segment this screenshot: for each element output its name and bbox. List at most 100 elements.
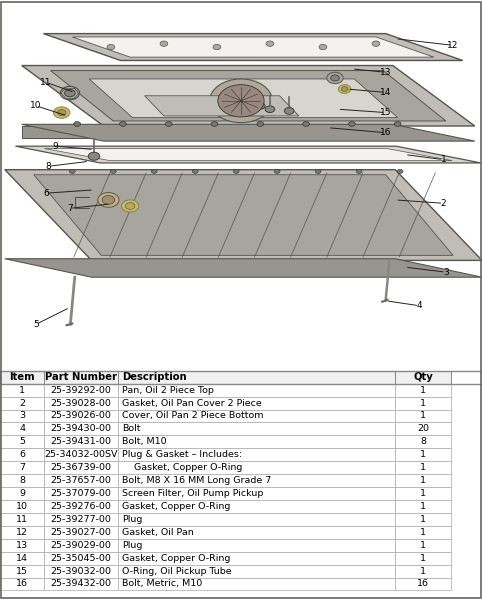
Circle shape [213,44,221,50]
Circle shape [57,110,66,116]
Bar [44,500,118,513]
Circle shape [394,122,401,127]
Text: Pan, Oil 2 Piece Top: Pan, Oil 2 Piece Top [122,386,214,395]
Bar [0,526,44,539]
Bar [0,371,482,383]
Text: 25-39032-00: 25-39032-00 [51,566,112,575]
Text: 1: 1 [420,489,426,498]
Bar [395,436,451,448]
Text: 1: 1 [420,463,426,472]
Polygon shape [89,79,398,118]
Text: 16: 16 [417,580,429,589]
Bar [395,526,451,539]
Bar [395,422,451,436]
Text: 25-35045-00: 25-35045-00 [51,554,112,563]
Circle shape [233,169,239,173]
Circle shape [69,169,75,173]
Bar [0,551,44,565]
Bar [44,513,118,526]
Bar [118,513,395,526]
Text: 8: 8 [19,476,25,485]
Bar [118,410,395,422]
Bar [44,448,118,461]
Text: 25-39276-00: 25-39276-00 [51,502,112,511]
Bar [0,436,44,448]
Text: 8: 8 [45,162,51,171]
Text: 25-39430-00: 25-39430-00 [51,424,112,433]
Circle shape [218,85,264,117]
Text: O-Ring, Oil Pickup Tube: O-Ring, Oil Pickup Tube [122,566,231,575]
Text: 1: 1 [420,566,426,575]
Bar [0,565,44,578]
Text: Gasket, Oil Pan Cover 2 Piece: Gasket, Oil Pan Cover 2 Piece [122,398,262,407]
Circle shape [338,85,351,94]
Text: 14: 14 [16,554,28,563]
Bar [0,422,44,436]
Circle shape [356,169,362,173]
Text: 13: 13 [380,68,391,77]
Circle shape [341,86,348,91]
Bar [0,448,44,461]
Bar [395,551,451,565]
Bar [0,539,44,551]
Text: 2: 2 [19,398,25,407]
Text: 2.   OIL PAN: 2. OIL PAN [6,6,83,19]
Text: Bolt, M10: Bolt, M10 [122,437,167,446]
Bar [0,397,44,410]
Text: 8: 8 [420,437,426,446]
Text: 25-37657-00: 25-37657-00 [51,476,112,485]
Circle shape [319,44,327,50]
Bar [118,551,395,565]
Bar [395,410,451,422]
Bar [118,422,395,436]
Circle shape [65,89,75,97]
Bar [44,422,118,436]
Bar [118,397,395,410]
Bar [118,461,395,474]
Circle shape [120,122,126,127]
Text: 1: 1 [420,541,426,550]
Bar [44,487,118,500]
Bar [44,383,118,397]
Text: Part Number: Part Number [45,372,117,382]
Circle shape [303,122,309,127]
Text: 16: 16 [16,580,28,589]
Bar [395,383,451,397]
Bar [0,500,44,513]
Text: 25-39277-00: 25-39277-00 [51,515,112,524]
Polygon shape [145,96,299,116]
Text: 1: 1 [420,398,426,407]
Text: 10: 10 [16,502,28,511]
Text: Gasket, Copper O-Ring: Gasket, Copper O-Ring [122,554,230,563]
Bar [44,565,118,578]
Bar [44,526,118,539]
Text: 10: 10 [30,101,42,110]
Text: 2: 2 [441,199,446,208]
Text: 1: 1 [441,155,446,164]
Circle shape [165,122,172,127]
Text: 1: 1 [420,554,426,563]
Bar [44,474,118,487]
Text: 20: 20 [417,424,429,433]
Text: 9: 9 [53,142,58,151]
Text: 3: 3 [19,412,25,421]
Bar [0,513,44,526]
Text: 25-39026-00: 25-39026-00 [51,412,112,421]
Text: 25-39292-00: 25-39292-00 [51,386,112,395]
Circle shape [372,41,380,46]
Bar [395,578,451,590]
Circle shape [60,86,80,100]
Polygon shape [22,126,393,138]
Circle shape [98,193,119,208]
Text: 15: 15 [380,108,391,117]
Bar [395,371,451,383]
Text: 11: 11 [16,515,28,524]
Text: Screen Filter, Oil Pump Pickup: Screen Filter, Oil Pump Pickup [122,489,263,498]
Circle shape [265,106,275,113]
Text: Bolt, M8 X 16 MM Long Grade 7: Bolt, M8 X 16 MM Long Grade 7 [122,476,271,485]
Circle shape [348,122,355,127]
Bar [395,461,451,474]
Text: Qty: Qty [413,372,433,382]
Bar [118,383,395,397]
Text: 1: 1 [19,386,25,395]
